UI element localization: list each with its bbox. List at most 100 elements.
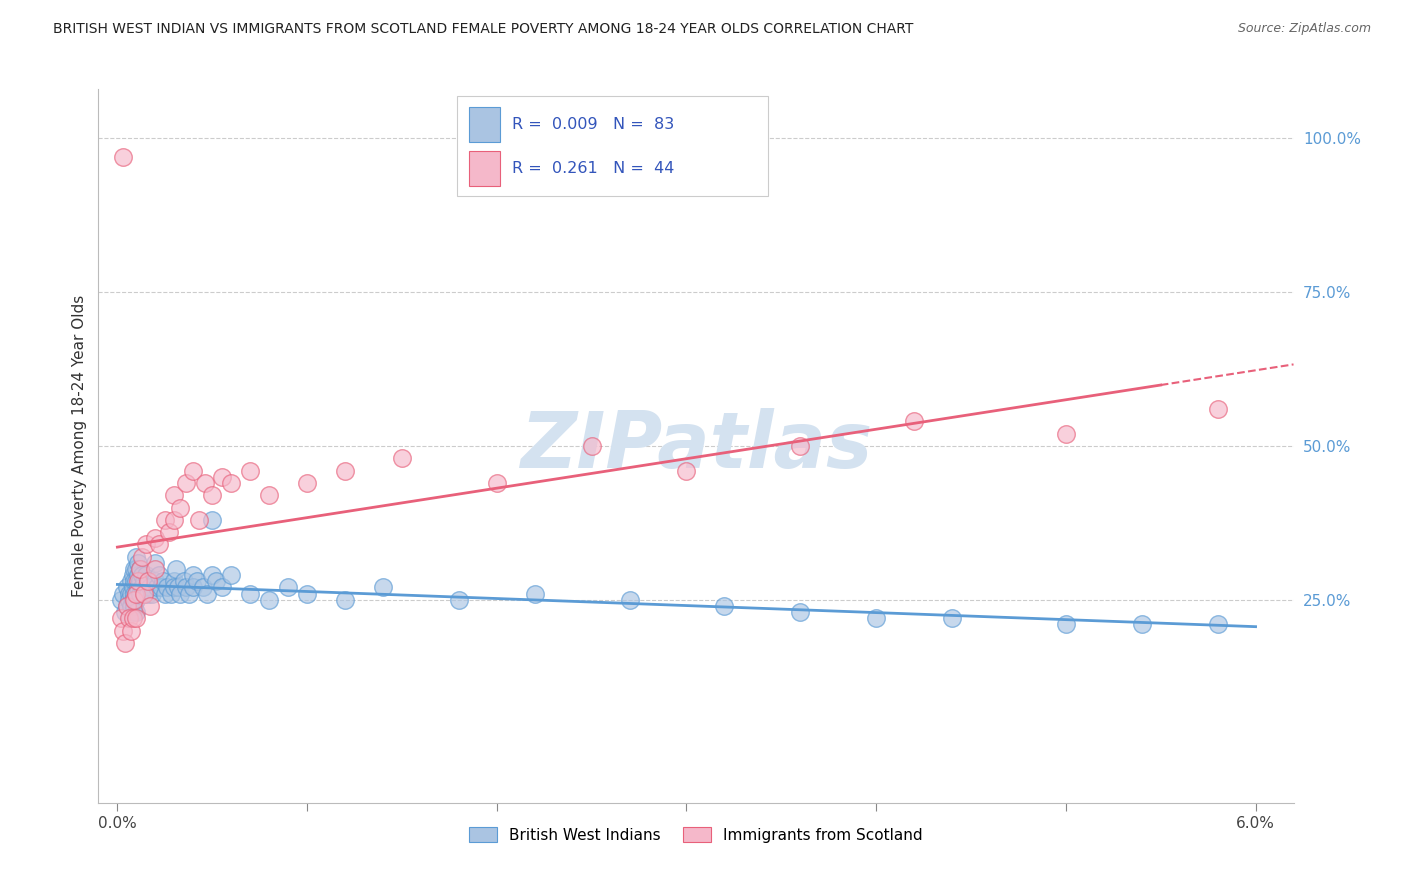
Point	[174, 581, 197, 595]
Point	[163, 581, 186, 595]
FancyBboxPatch shape	[470, 151, 501, 186]
Point	[239, 587, 262, 601]
Point	[153, 587, 176, 601]
Point	[188, 513, 211, 527]
Point	[257, 488, 280, 502]
Point	[135, 581, 157, 595]
Point	[125, 592, 148, 607]
Point	[120, 624, 142, 638]
Point	[131, 568, 153, 582]
Point	[789, 439, 811, 453]
Point	[146, 581, 169, 595]
Point	[523, 587, 546, 601]
Point	[333, 464, 356, 478]
Point	[114, 605, 136, 619]
Point	[163, 513, 186, 527]
Point	[136, 574, 159, 589]
Point	[1054, 426, 1077, 441]
Point	[136, 587, 159, 601]
Point	[191, 581, 214, 595]
Point	[1130, 617, 1153, 632]
Point	[120, 599, 142, 613]
Point	[143, 531, 166, 545]
Point	[169, 500, 191, 515]
Point	[581, 439, 603, 453]
Point	[865, 611, 887, 625]
Point	[1206, 617, 1229, 632]
Point	[132, 587, 155, 601]
Point	[125, 611, 148, 625]
Point	[1054, 617, 1077, 632]
Point	[127, 556, 149, 570]
Text: R =  0.261   N =  44: R = 0.261 N = 44	[512, 161, 675, 176]
Point	[110, 592, 132, 607]
Point	[121, 581, 143, 595]
Point	[201, 488, 224, 502]
Point	[211, 581, 233, 595]
Point	[169, 587, 191, 601]
Point	[129, 587, 152, 601]
Point	[447, 592, 470, 607]
Point	[201, 568, 224, 582]
Point	[127, 568, 149, 582]
Point	[148, 568, 170, 582]
Point	[129, 574, 152, 589]
Point	[127, 581, 149, 595]
Point	[333, 592, 356, 607]
Legend: British West Indians, Immigrants from Scotland: British West Indians, Immigrants from Sc…	[463, 821, 929, 848]
Point	[131, 581, 153, 595]
Point	[153, 513, 176, 527]
Point	[135, 537, 157, 551]
Point	[165, 562, 187, 576]
Point	[125, 587, 148, 601]
Point	[129, 562, 152, 576]
Point	[127, 574, 149, 589]
Point	[129, 562, 152, 576]
Point	[152, 574, 174, 589]
Point	[124, 562, 146, 576]
Point	[118, 587, 141, 601]
Point	[121, 568, 143, 582]
Point	[150, 581, 173, 595]
Point	[179, 587, 201, 601]
Point	[163, 488, 186, 502]
Point	[118, 611, 141, 625]
Point	[143, 556, 166, 570]
Point	[371, 581, 394, 595]
Point	[205, 574, 228, 589]
Point	[124, 587, 146, 601]
Point	[186, 574, 208, 589]
Point	[157, 525, 180, 540]
Point	[121, 605, 143, 619]
Point	[118, 592, 141, 607]
Point	[125, 549, 148, 564]
Point	[485, 475, 508, 490]
Text: BRITISH WEST INDIAN VS IMMIGRANTS FROM SCOTLAND FEMALE POVERTY AMONG 18-24 YEAR : BRITISH WEST INDIAN VS IMMIGRANTS FROM S…	[53, 22, 914, 37]
FancyBboxPatch shape	[470, 107, 501, 142]
Point	[132, 574, 155, 589]
Point	[138, 599, 160, 613]
Point	[173, 574, 195, 589]
Point	[713, 599, 735, 613]
Point	[124, 599, 146, 613]
Point	[619, 592, 641, 607]
Point	[181, 464, 204, 478]
Point	[115, 581, 138, 595]
Point	[114, 636, 136, 650]
Point	[201, 513, 224, 527]
Text: Source: ZipAtlas.com: Source: ZipAtlas.com	[1237, 22, 1371, 36]
Point	[163, 574, 186, 589]
Point	[138, 581, 160, 595]
Point	[132, 587, 155, 601]
FancyBboxPatch shape	[457, 96, 768, 196]
Point	[143, 574, 166, 589]
Point	[195, 587, 218, 601]
Point	[124, 574, 146, 589]
Point	[295, 475, 318, 490]
Point	[125, 574, 148, 589]
Point	[120, 574, 142, 589]
Point	[136, 574, 159, 589]
Point	[124, 592, 146, 607]
Point	[295, 587, 318, 601]
Point	[391, 451, 413, 466]
